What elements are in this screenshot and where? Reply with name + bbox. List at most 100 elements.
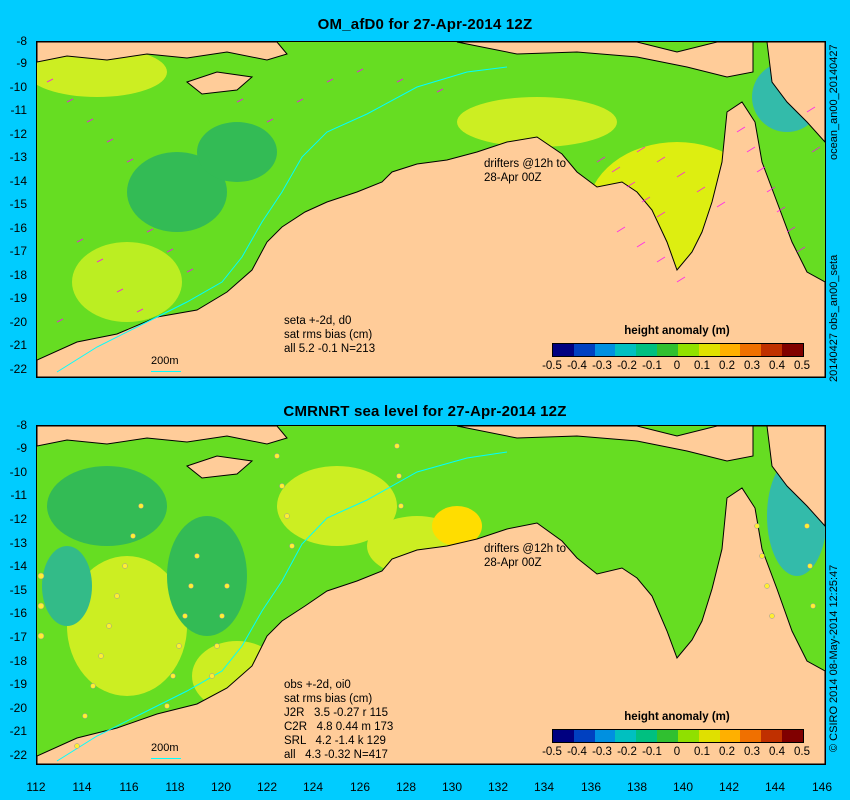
- y-tick: -10: [9, 465, 27, 479]
- annotation-line: C2R 4.8 0.44 m 173: [284, 721, 394, 733]
- y-tick: -8: [16, 34, 27, 48]
- top-png-south: [456, 42, 754, 78]
- colorbar-tick: 0.2: [719, 360, 735, 372]
- top-anom-patch: [37, 47, 167, 97]
- bottom-australia-land: [37, 487, 825, 764]
- top-anom-patch: [197, 122, 277, 182]
- top-map: seta +-2d, d0 sat rms bias (cm) all 5.2 -0…: [36, 41, 826, 378]
- colorbar-tick: 0.4: [769, 746, 785, 758]
- top-scale-label: 200m: [151, 355, 179, 367]
- x-tick: 130: [441, 780, 463, 794]
- colorbar-swatch: [636, 344, 658, 356]
- x-tick: 120: [210, 780, 232, 794]
- x-tick: 128: [395, 780, 417, 794]
- y-tick: -19: [9, 291, 27, 305]
- colorbar-tick: -0.3: [592, 746, 612, 758]
- y-tick: -16: [9, 606, 27, 620]
- bottom-scale-label: 200m: [151, 742, 179, 754]
- colorbar-tick: 0: [673, 746, 681, 758]
- bottom-colorbar: [552, 729, 804, 743]
- bottom-legend-title: height anomaly (m): [624, 711, 730, 723]
- x-tick: 136: [580, 780, 602, 794]
- bottom-annotation: obs +-2d, oi0 sat rms bias (cm) J2R 3.5 -0…: [284, 678, 393, 762]
- colorbar-swatch: [636, 730, 658, 742]
- y-tick: -22: [9, 748, 27, 762]
- colorbar-tick: -0.2: [617, 746, 637, 758]
- bottom-map: obs +-2d, oi0 sat rms bias (cm) J2R 3.5 -0…: [36, 425, 826, 765]
- x-tick: 134: [533, 780, 555, 794]
- top-scale-bar: [151, 371, 181, 372]
- annotation-line: obs +-2d, oi0: [284, 679, 351, 691]
- y-tick: -8: [16, 418, 27, 432]
- y-tick: -17: [9, 244, 27, 258]
- colorbar-swatch: [740, 730, 762, 742]
- colorbar-tick: -0.3: [592, 360, 612, 372]
- bottom-anom-patch: [277, 466, 397, 546]
- colorbar-tick: 0.5: [794, 746, 810, 758]
- colorbar-tick: 0.3: [744, 360, 760, 372]
- bottom-anom-patch: [47, 466, 167, 546]
- colorbar-tick: -0.1: [642, 360, 662, 372]
- y-tick: -19: [9, 677, 27, 691]
- bottom-panel-title: CMRNRT sea level for 27-Apr-2014 12Z: [283, 403, 567, 420]
- top-colorbar: [552, 343, 804, 357]
- y-tick: -9: [16, 441, 27, 455]
- y-tick: -11: [10, 488, 27, 502]
- bottom-drifters-text: drifters @12h to 28-Apr 00Z: [484, 542, 566, 570]
- top-anom-patch: [127, 152, 227, 232]
- annotation-line: all 5.2 -0.1 N=213: [284, 343, 376, 355]
- y-tick: -14: [9, 559, 27, 573]
- colorbar-tick: -0.4: [567, 360, 587, 372]
- colorbar-swatch: [761, 730, 783, 742]
- x-tick: 124: [302, 780, 324, 794]
- colorbar-tick: -0.5: [542, 360, 562, 372]
- bottom-anom-patch: [42, 546, 92, 626]
- y-tick: -18: [9, 268, 27, 282]
- y-tick: -12: [9, 127, 27, 141]
- colorbar-swatch: [719, 730, 741, 742]
- top-australia-land: [37, 101, 825, 377]
- colorbar-swatch: [615, 344, 637, 356]
- y-tick: -21: [9, 724, 27, 738]
- colorbar-swatch: [677, 730, 699, 742]
- x-tick: 118: [165, 780, 185, 794]
- colorbar-swatch: [573, 730, 595, 742]
- top-drifter-vectors: [46, 68, 821, 323]
- colorbar-swatch: [573, 344, 595, 356]
- y-tick: -11: [10, 103, 27, 117]
- y-tick: -21: [9, 338, 27, 352]
- y-tick: -12: [9, 512, 27, 526]
- colorbar-swatch: [719, 344, 741, 356]
- y-tick: -10: [9, 80, 27, 94]
- bottom-timor: [185, 455, 254, 479]
- x-tick: 112: [26, 780, 46, 794]
- annotation-line: all 4.3 -0.32 N=417: [284, 749, 388, 761]
- y-tick: -9: [16, 56, 27, 70]
- colorbar-swatch: [698, 344, 720, 356]
- bottom-anom-patch: [67, 556, 187, 696]
- colorbar-tick: -0.5: [542, 746, 562, 758]
- x-tick: 142: [718, 780, 740, 794]
- bottom-map-canvas: [37, 426, 825, 764]
- y-tick: -13: [9, 150, 27, 164]
- top-legend-title: height anomaly (m): [624, 325, 730, 337]
- colorbar-swatch: [698, 730, 720, 742]
- top-anom-patch: [72, 242, 182, 322]
- annotation-line: J2R 3.5 -0.27 r 115: [284, 707, 388, 719]
- x-tick: 122: [256, 780, 278, 794]
- bottom-sat-tracks: [37, 443, 816, 749]
- top-side-label-2: 20140427 obs_an00_seta: [828, 254, 840, 382]
- bottom-timor-islands: [37, 426, 288, 447]
- colorbar-tick: -0.2: [617, 360, 637, 372]
- x-tick: 132: [487, 780, 509, 794]
- colorbar-swatch: [594, 344, 616, 356]
- x-tick: 116: [119, 780, 139, 794]
- colorbar-tick: 0: [673, 360, 681, 372]
- colorbar-tick: 0.2: [719, 746, 735, 758]
- drifters-line: 28-Apr 00Z: [484, 557, 542, 569]
- colorbar-swatch: [761, 344, 783, 356]
- y-tick: -15: [9, 197, 27, 211]
- drifters-line: 28-Apr 00Z: [484, 172, 542, 184]
- annotation-line: SRL 4.2 -1.4 k 129: [284, 735, 386, 747]
- annotation-line: sat rms bias (cm): [284, 329, 373, 341]
